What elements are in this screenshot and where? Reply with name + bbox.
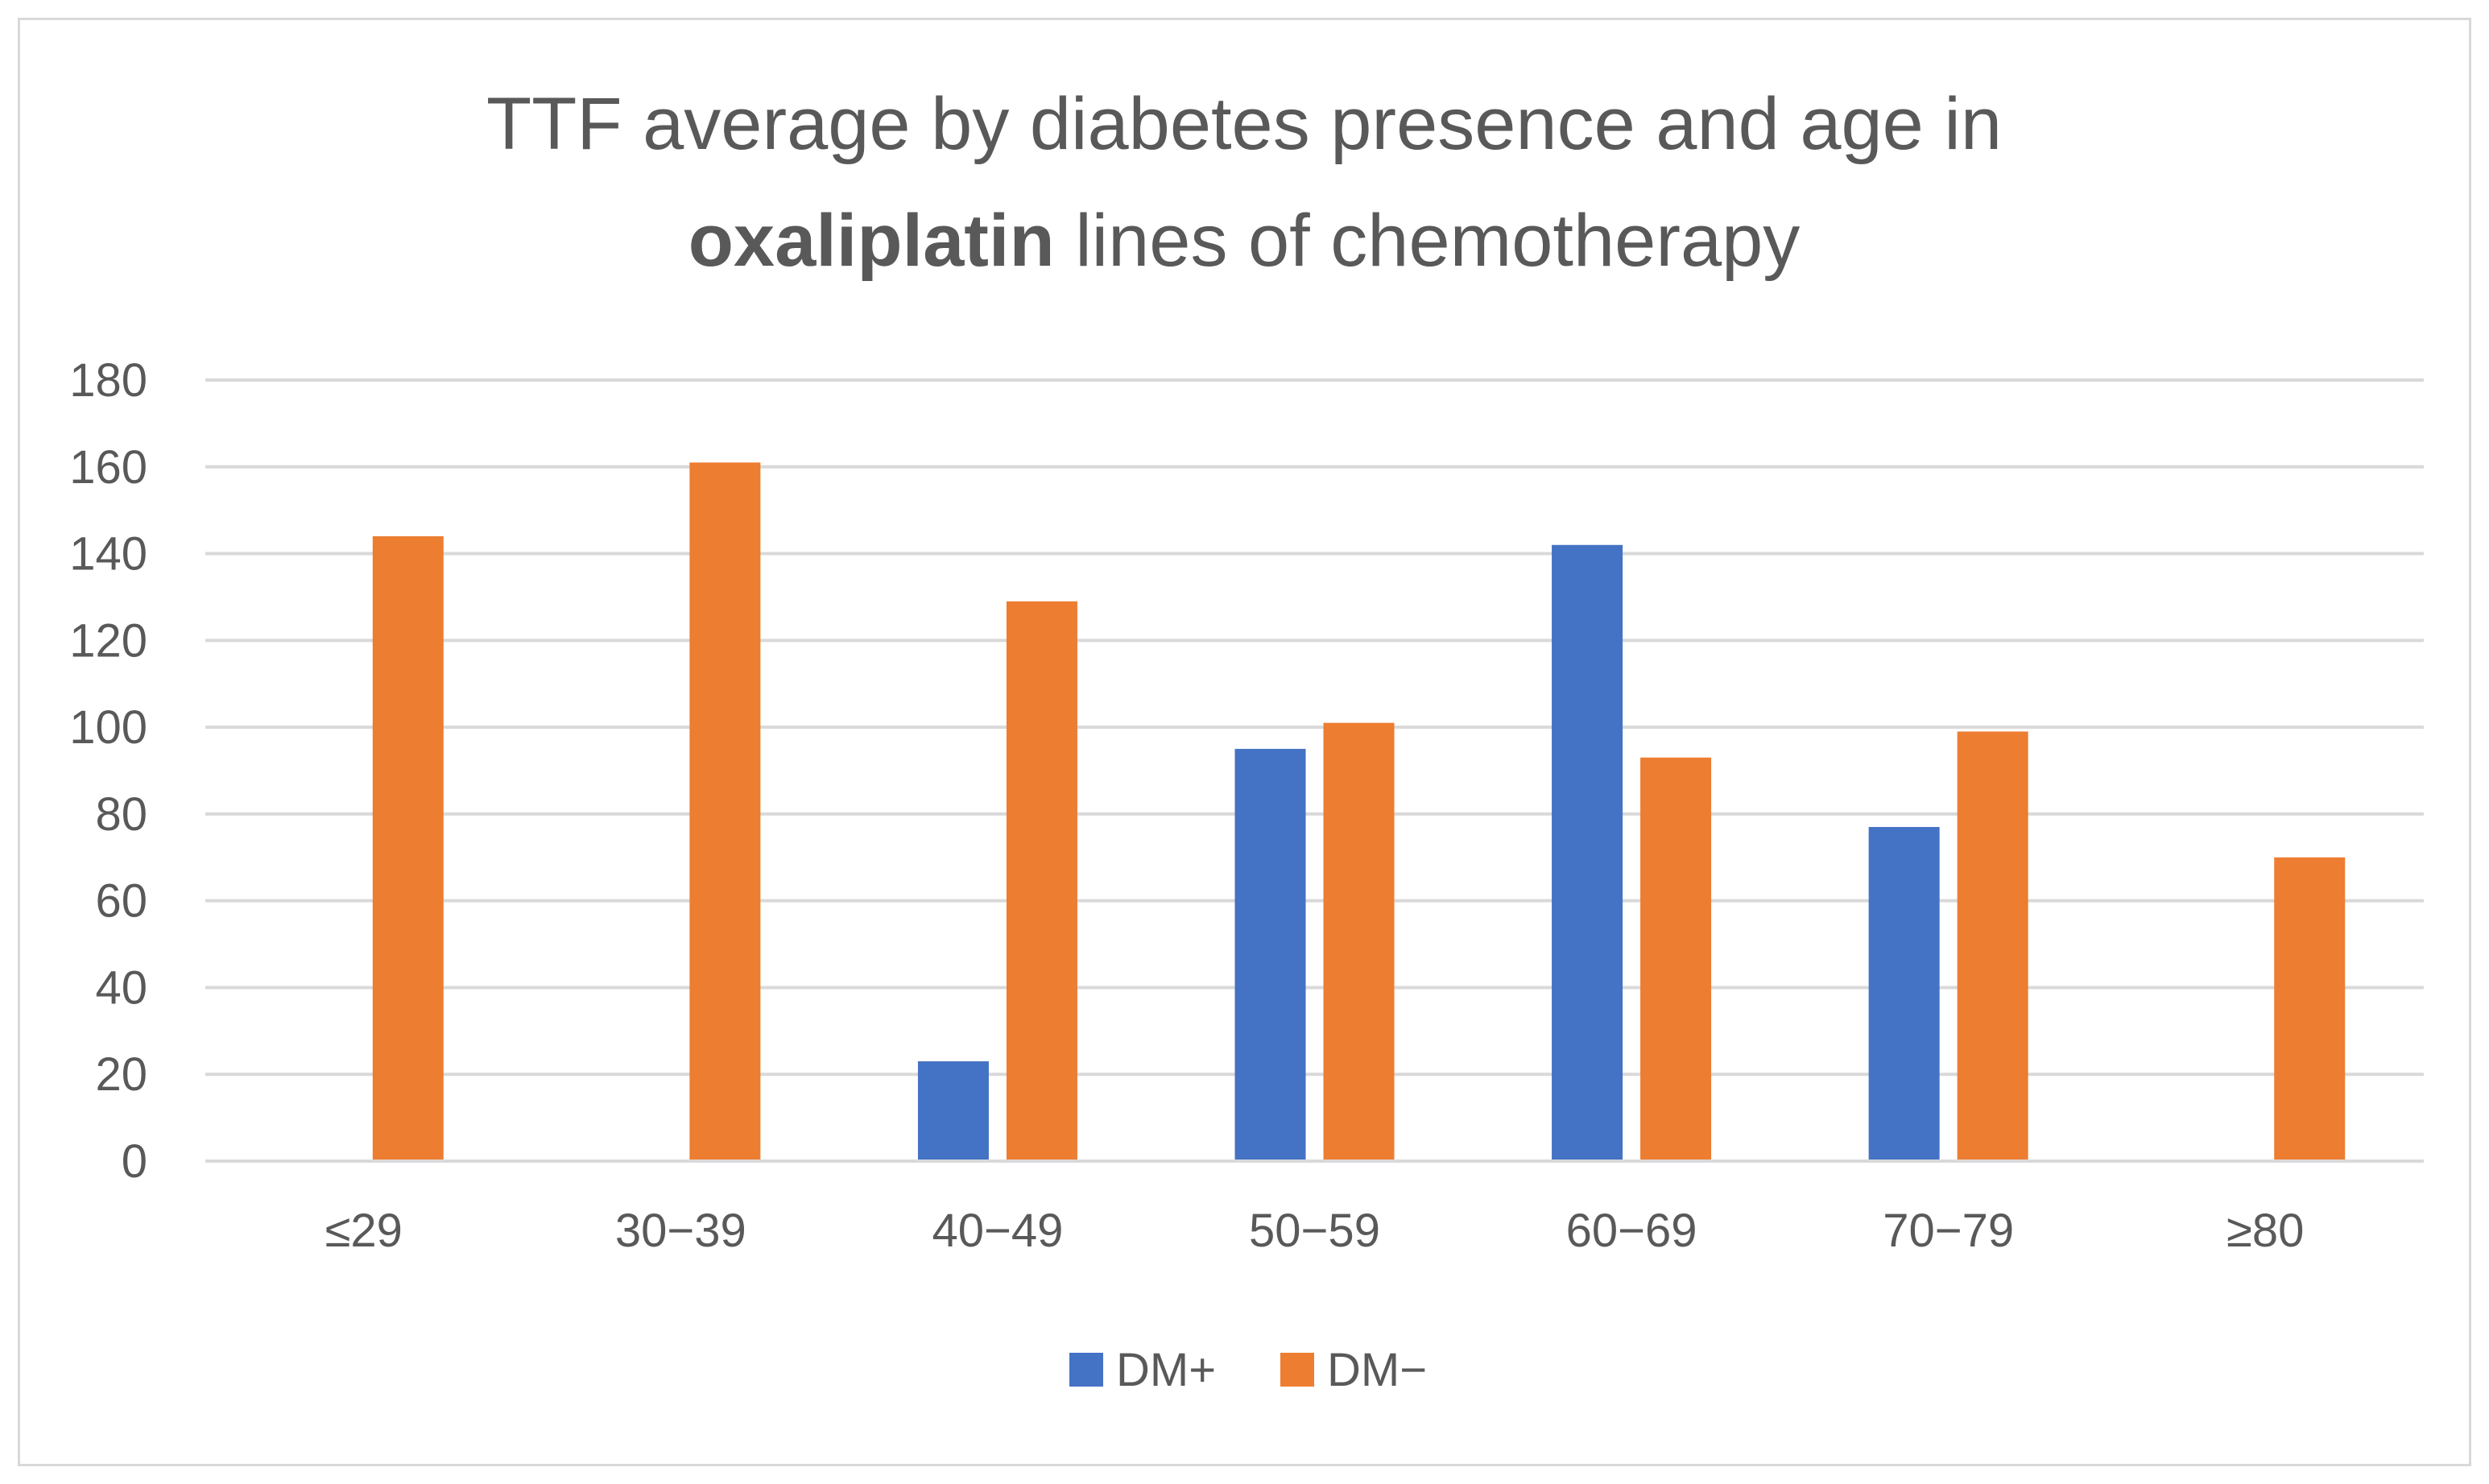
x-tick-label: 40−49 — [932, 1205, 1063, 1257]
y-tick-label: 0 — [122, 1135, 147, 1188]
legend-label-dm-minus: DM− — [1327, 1344, 1427, 1396]
gridlines — [205, 378, 2424, 1163]
legend-label-dm-plus: DM+ — [1116, 1344, 1216, 1396]
y-tick-label: 140 — [69, 528, 147, 581]
bar-dm-minus-6 — [2274, 857, 2346, 1161]
bar-dm-minus-5 — [1957, 731, 2028, 1161]
y-tick-label: 20 — [95, 1048, 147, 1101]
legend: DM+ DM− — [1069, 1344, 1427, 1396]
bar-dm-plus-3 — [1234, 749, 1306, 1161]
x-tick-label: 60−69 — [1566, 1205, 1697, 1257]
y-tick-label: 100 — [69, 701, 147, 754]
y-tick-label: 160 — [69, 441, 147, 494]
x-tick-label: ≤29 — [325, 1205, 403, 1257]
chart-title-line2: oxaliplatin lines of chemotherapy — [688, 200, 1801, 282]
bar-dm-plus-2 — [917, 1061, 989, 1161]
x-axis: ≤29 30−39 40−49 50−59 60−69 70−79 ≥80 — [325, 1205, 2305, 1257]
y-axis: 0 20 40 60 80 100 120 140 160 180 — [69, 354, 147, 1188]
chart-title-line1: TTF average by diabetes presence and age… — [486, 83, 2002, 165]
x-tick-label: 30−39 — [615, 1205, 746, 1257]
legend-swatch-dm-plus — [1069, 1353, 1103, 1387]
y-tick-label: 40 — [95, 961, 147, 1014]
x-tick-label: ≥80 — [2226, 1205, 2304, 1257]
y-tick-label: 120 — [69, 614, 147, 667]
bar-dm-plus-5 — [1868, 827, 1940, 1161]
y-tick-label: 80 — [95, 788, 147, 841]
bar-dm-plus-4 — [1552, 544, 1623, 1161]
bar-dm-minus-1 — [689, 462, 761, 1161]
bars — [205, 462, 2424, 1163]
bar-dm-minus-2 — [1006, 601, 1077, 1161]
chart-title-line2-rest: lines of chemotherapy — [1055, 200, 1801, 282]
y-tick-label: 60 — [95, 875, 147, 928]
chart-title-bold-word: oxaliplatin — [688, 200, 1055, 282]
bar-dm-minus-3 — [1323, 722, 1395, 1161]
bar-dm-minus-4 — [1640, 757, 1712, 1161]
x-tick-label: 70−79 — [1883, 1205, 2014, 1257]
y-tick-label: 180 — [69, 354, 147, 407]
legend-swatch-dm-minus — [1280, 1353, 1314, 1387]
chart-title: TTF average by diabetes presence and age… — [486, 83, 2002, 282]
x-tick-label: 50−59 — [1249, 1205, 1380, 1257]
bar-dm-minus-0 — [372, 536, 444, 1161]
